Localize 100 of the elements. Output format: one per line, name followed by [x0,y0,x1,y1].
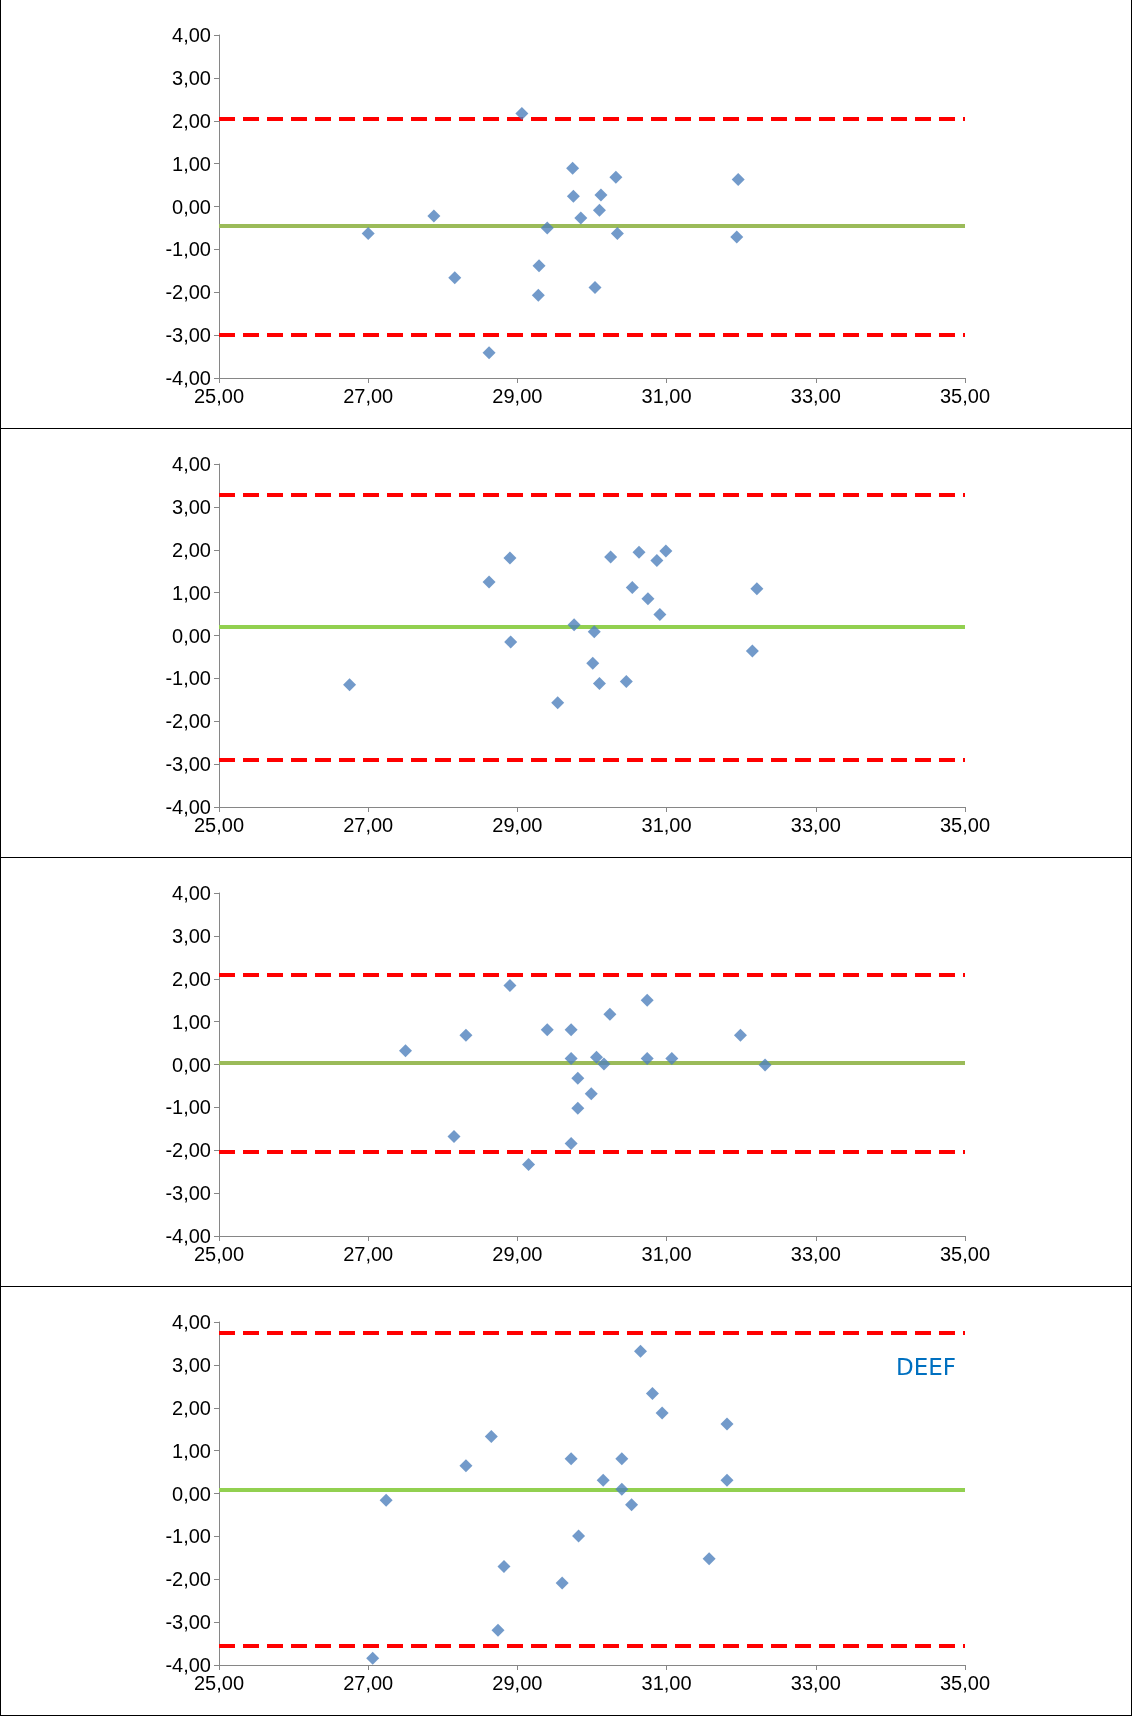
point [640,993,654,1007]
point [484,1429,498,1443]
point [641,592,655,606]
y-tick-label: 3,00 [172,1353,211,1376]
x-tick-label: 33,00 [790,1243,841,1265]
point [650,553,664,567]
y-tick-label: 0,00 [172,1482,211,1505]
point [379,1493,393,1507]
point [750,582,764,596]
point [459,1459,473,1473]
point [427,209,441,223]
y-tick-label: -2,00 [165,1139,211,1162]
point [596,1473,610,1487]
point [571,1071,585,1085]
y-tick-label: 0,00 [172,624,211,647]
point [653,607,667,621]
y-tick-label: -2,00 [165,1568,211,1591]
x-tick-label: 31,00 [641,814,692,836]
y-tick-label: 1,00 [172,1010,211,1033]
point [665,1052,679,1065]
point [532,259,546,273]
point [564,1052,578,1065]
y-tick-label: 3,00 [172,66,211,89]
x-tick-label: 29,00 [492,1672,543,1694]
point [588,281,602,295]
point [482,575,496,589]
point [615,1452,629,1466]
point [482,346,496,360]
point [633,1344,647,1358]
point [459,1028,473,1042]
point [592,677,606,691]
point [503,551,517,565]
point [597,1057,611,1071]
y-tick-label: 4,00 [172,24,211,46]
y-tick-label: 0,00 [172,1053,211,1076]
point [555,1576,569,1590]
x-tick-label: 29,00 [492,814,543,836]
y-tick-label: -3,00 [165,1182,211,1205]
point [564,1023,578,1037]
point [504,635,518,649]
x-tick-label: 31,00 [641,1243,692,1265]
y-tick-label: 4,00 [172,453,211,475]
x-tick-label: 33,00 [790,1672,841,1694]
point [564,1452,578,1466]
point [609,170,623,184]
point [745,644,759,658]
point [531,288,545,302]
y-tick-label: 1,00 [172,1439,211,1462]
y-tick-label: 1,00 [172,152,211,175]
y-tick-label: -2,00 [165,281,211,304]
y-tick-label: 4,00 [172,1311,211,1333]
point [733,1028,747,1042]
point [640,1052,654,1065]
y-tick-label: 2,00 [172,967,211,990]
point [589,1050,603,1064]
y-tick-label: -2,00 [165,710,211,733]
point [615,1482,629,1496]
y-tick-label: 1,00 [172,581,211,604]
x-tick-label: 31,00 [641,1672,692,1694]
point [730,230,744,244]
point [572,1529,586,1543]
y-tick-label: -1,00 [165,667,211,690]
point [610,227,624,241]
y-tick-label: 2,00 [172,538,211,561]
point [604,550,618,564]
point [343,678,357,692]
point [625,580,639,594]
point [625,1498,639,1512]
point [540,221,554,235]
point [497,1559,511,1573]
x-tick-label: 29,00 [492,1243,543,1265]
x-tick-label: 33,00 [790,814,841,836]
point [571,1101,585,1115]
x-tick-label: 35,00 [939,1672,991,1694]
y-tick-label: -1,00 [165,1096,211,1119]
x-tick-label: 27,00 [343,814,394,836]
point [574,211,588,225]
point [584,1087,598,1101]
y-tick-label: -1,00 [165,1525,211,1548]
point [491,1623,505,1637]
point [564,1136,578,1150]
point [540,1023,554,1037]
point [566,161,580,175]
y-tick-label: 3,00 [172,495,211,518]
y-tick-label: 0,00 [172,195,211,218]
point [503,979,517,993]
x-tick-label: 35,00 [939,1243,991,1265]
y-tick-label: 2,00 [172,109,211,132]
point [515,106,529,120]
point [567,618,581,632]
point [758,1058,772,1072]
point [361,227,375,241]
point [551,696,565,710]
point [702,1552,716,1566]
point [603,1007,617,1021]
x-tick-label: 35,00 [939,814,991,836]
point [619,674,633,688]
y-tick-label: -3,00 [165,324,211,347]
x-tick-label: 31,00 [641,385,692,407]
y-tick-label: -1,00 [165,238,211,261]
